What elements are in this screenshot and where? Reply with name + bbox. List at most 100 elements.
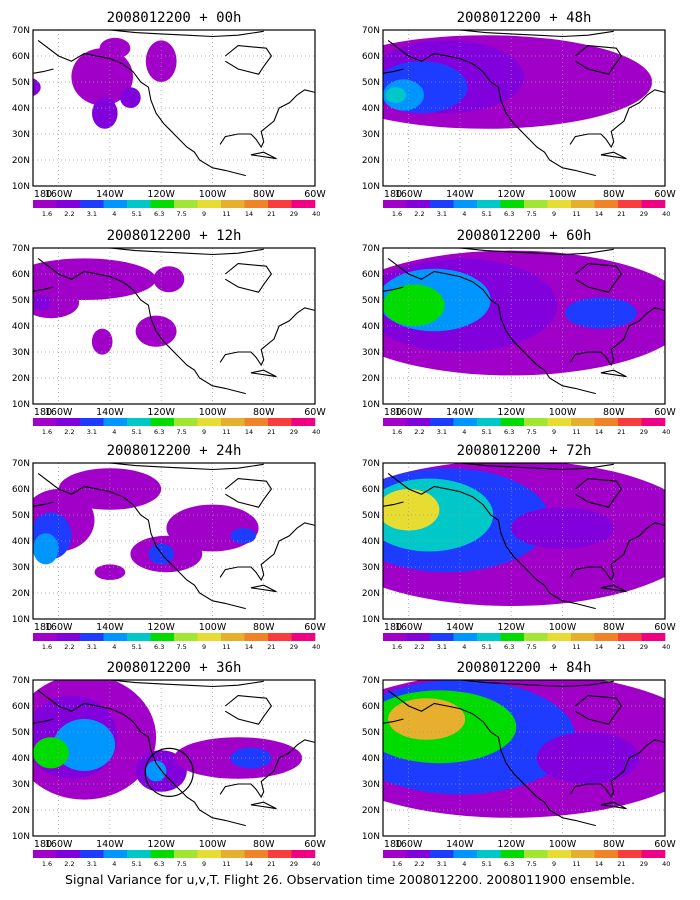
- colorbar-label: 9: [552, 860, 556, 868]
- colorbar-label: 29: [290, 643, 298, 651]
- coastline: [459, 680, 614, 688]
- y-tick-label: 40N: [362, 322, 380, 332]
- colorbar-swatch: [33, 200, 57, 208]
- y-tick-label: 50N: [12, 78, 30, 88]
- map-panel: 2008012200 + 60h 10N 20N 30N 40N 50N 60N 70N 180…: [362, 228, 677, 436]
- colorbar-swatch: [268, 418, 292, 426]
- y-tick-label: 30N: [12, 563, 30, 573]
- colorbar-swatch: [406, 418, 431, 426]
- coastline: [250, 369, 277, 378]
- colorbar-swatch: [80, 850, 104, 858]
- colorbar-swatch: [127, 200, 151, 208]
- colorbar-swatch: [453, 850, 478, 858]
- y-tick-label: 70N: [12, 26, 30, 36]
- colorbar-label: 7.5: [526, 860, 536, 868]
- colorbar-swatch: [221, 850, 245, 858]
- colorbar-swatch: [80, 200, 104, 208]
- map-panel: 2008012200 + 36h 10N 20N 30N 40N 50N 60N 70N 180…: [12, 660, 327, 868]
- map-panel: 2008012200 + 84h 10N 20N 30N 40N 50N 60N 70N 180…: [362, 660, 677, 868]
- colorbar-label: 40: [312, 210, 320, 218]
- colorbar-label: 14: [595, 428, 603, 436]
- colorbar-label: 7.5: [176, 210, 186, 218]
- y-tick-label: 60N: [362, 270, 380, 280]
- x-tick-label: 160W: [45, 622, 73, 633]
- colorbar-swatch: [383, 418, 407, 426]
- colorbar-swatch: [150, 200, 175, 208]
- coastline: [387, 472, 596, 610]
- colorbar-swatch: [291, 418, 316, 426]
- x-tick-label: 60W: [304, 189, 326, 200]
- colorbar-label: 5.1: [482, 643, 492, 651]
- coastline: [109, 248, 264, 256]
- y-tick-label: 60N: [362, 702, 380, 712]
- variance-contour: [230, 747, 272, 769]
- coastline: [250, 584, 277, 593]
- coastline: [600, 151, 627, 160]
- coastline: [33, 718, 54, 724]
- coastline: [224, 263, 273, 293]
- variance-contour: [53, 719, 116, 771]
- colorbar-swatch: [500, 633, 525, 641]
- x-tick-label: 180: [34, 189, 52, 200]
- x-tick-label: 60W: [304, 407, 326, 418]
- colorbar-swatch: [453, 418, 478, 426]
- colorbar-swatch: [221, 200, 245, 208]
- x-tick-label: 140W: [96, 189, 124, 200]
- shaded-field: [33, 680, 303, 800]
- colorbar-label: 5.1: [482, 860, 492, 868]
- colorbar-swatch: [244, 850, 269, 858]
- colorbar-label: 7.5: [526, 210, 536, 218]
- x-tick-label: 180: [384, 189, 402, 200]
- colorbar-swatch: [618, 850, 642, 858]
- variance-contour: [33, 78, 41, 97]
- colorbar-swatch: [383, 200, 407, 208]
- colorbar-label: 2.2: [64, 428, 74, 436]
- map-panel: 2008012200 + 72h 10N 20N 30N 40N 50N 60N 70N 180…: [362, 443, 677, 651]
- colorbar-label: 3.1: [437, 428, 447, 436]
- y-tick-label: 60N: [12, 270, 30, 280]
- coastline: [574, 45, 623, 75]
- colorbar-label: 21: [267, 428, 275, 436]
- variance-contour: [92, 97, 118, 129]
- colorbar-label: 21: [617, 210, 625, 218]
- x-tick-label: 140W: [446, 407, 474, 418]
- colorbar-label: 2.2: [64, 860, 74, 868]
- colorbar-swatch: [244, 633, 269, 641]
- colorbar-label: 4: [462, 428, 466, 436]
- colorbar-label: 6.3: [154, 210, 164, 218]
- colorbar-label: 11: [572, 428, 580, 436]
- colorbar-label: 11: [222, 428, 230, 436]
- colorbar-swatch: [80, 418, 104, 426]
- variance-contour: [153, 266, 185, 293]
- colorbar-label: 7.5: [526, 428, 536, 436]
- variance-contour: [565, 297, 637, 329]
- colorbar-swatch: [383, 850, 407, 858]
- colorbar-swatch: [453, 200, 478, 208]
- colorbar-label: 7.5: [176, 428, 186, 436]
- coastline: [387, 257, 596, 395]
- y-tick-label: 70N: [12, 244, 30, 254]
- colorbar-label: 5.1: [132, 428, 142, 436]
- colorbar-label: 1.6: [392, 428, 402, 436]
- map-panel: 2008012200 + 24h 10N 20N 30N 40N 50N 60N 70N 180…: [12, 443, 327, 651]
- colorbar-swatch: [453, 633, 478, 641]
- colorbar-swatch: [291, 200, 316, 208]
- colorbar-label: 40: [312, 860, 320, 868]
- colorbar-swatch: [244, 200, 269, 208]
- colorbar-label: 6.3: [504, 210, 514, 218]
- colorbar-label: 40: [312, 428, 320, 436]
- colorbar-label: 11: [222, 210, 230, 218]
- map-panel: 2008012200 + 48h 10N 20N 30N 40N 50N 60N 70N 180…: [362, 10, 677, 218]
- colorbar-swatch: [524, 633, 548, 641]
- x-tick-label: 160W: [395, 839, 423, 850]
- coastline-group: [33, 248, 315, 395]
- y-tick-label: 70N: [362, 676, 380, 686]
- coastline: [383, 68, 404, 74]
- coastline: [37, 472, 246, 610]
- panel-title: 2008012200 + 00h: [107, 10, 242, 26]
- colorbar-swatch: [524, 200, 548, 208]
- colorbar-swatch: [174, 850, 198, 858]
- colorbar-label: 7.5: [176, 643, 186, 651]
- colorbar-swatch: [221, 418, 245, 426]
- highlight-circle: [144, 747, 194, 798]
